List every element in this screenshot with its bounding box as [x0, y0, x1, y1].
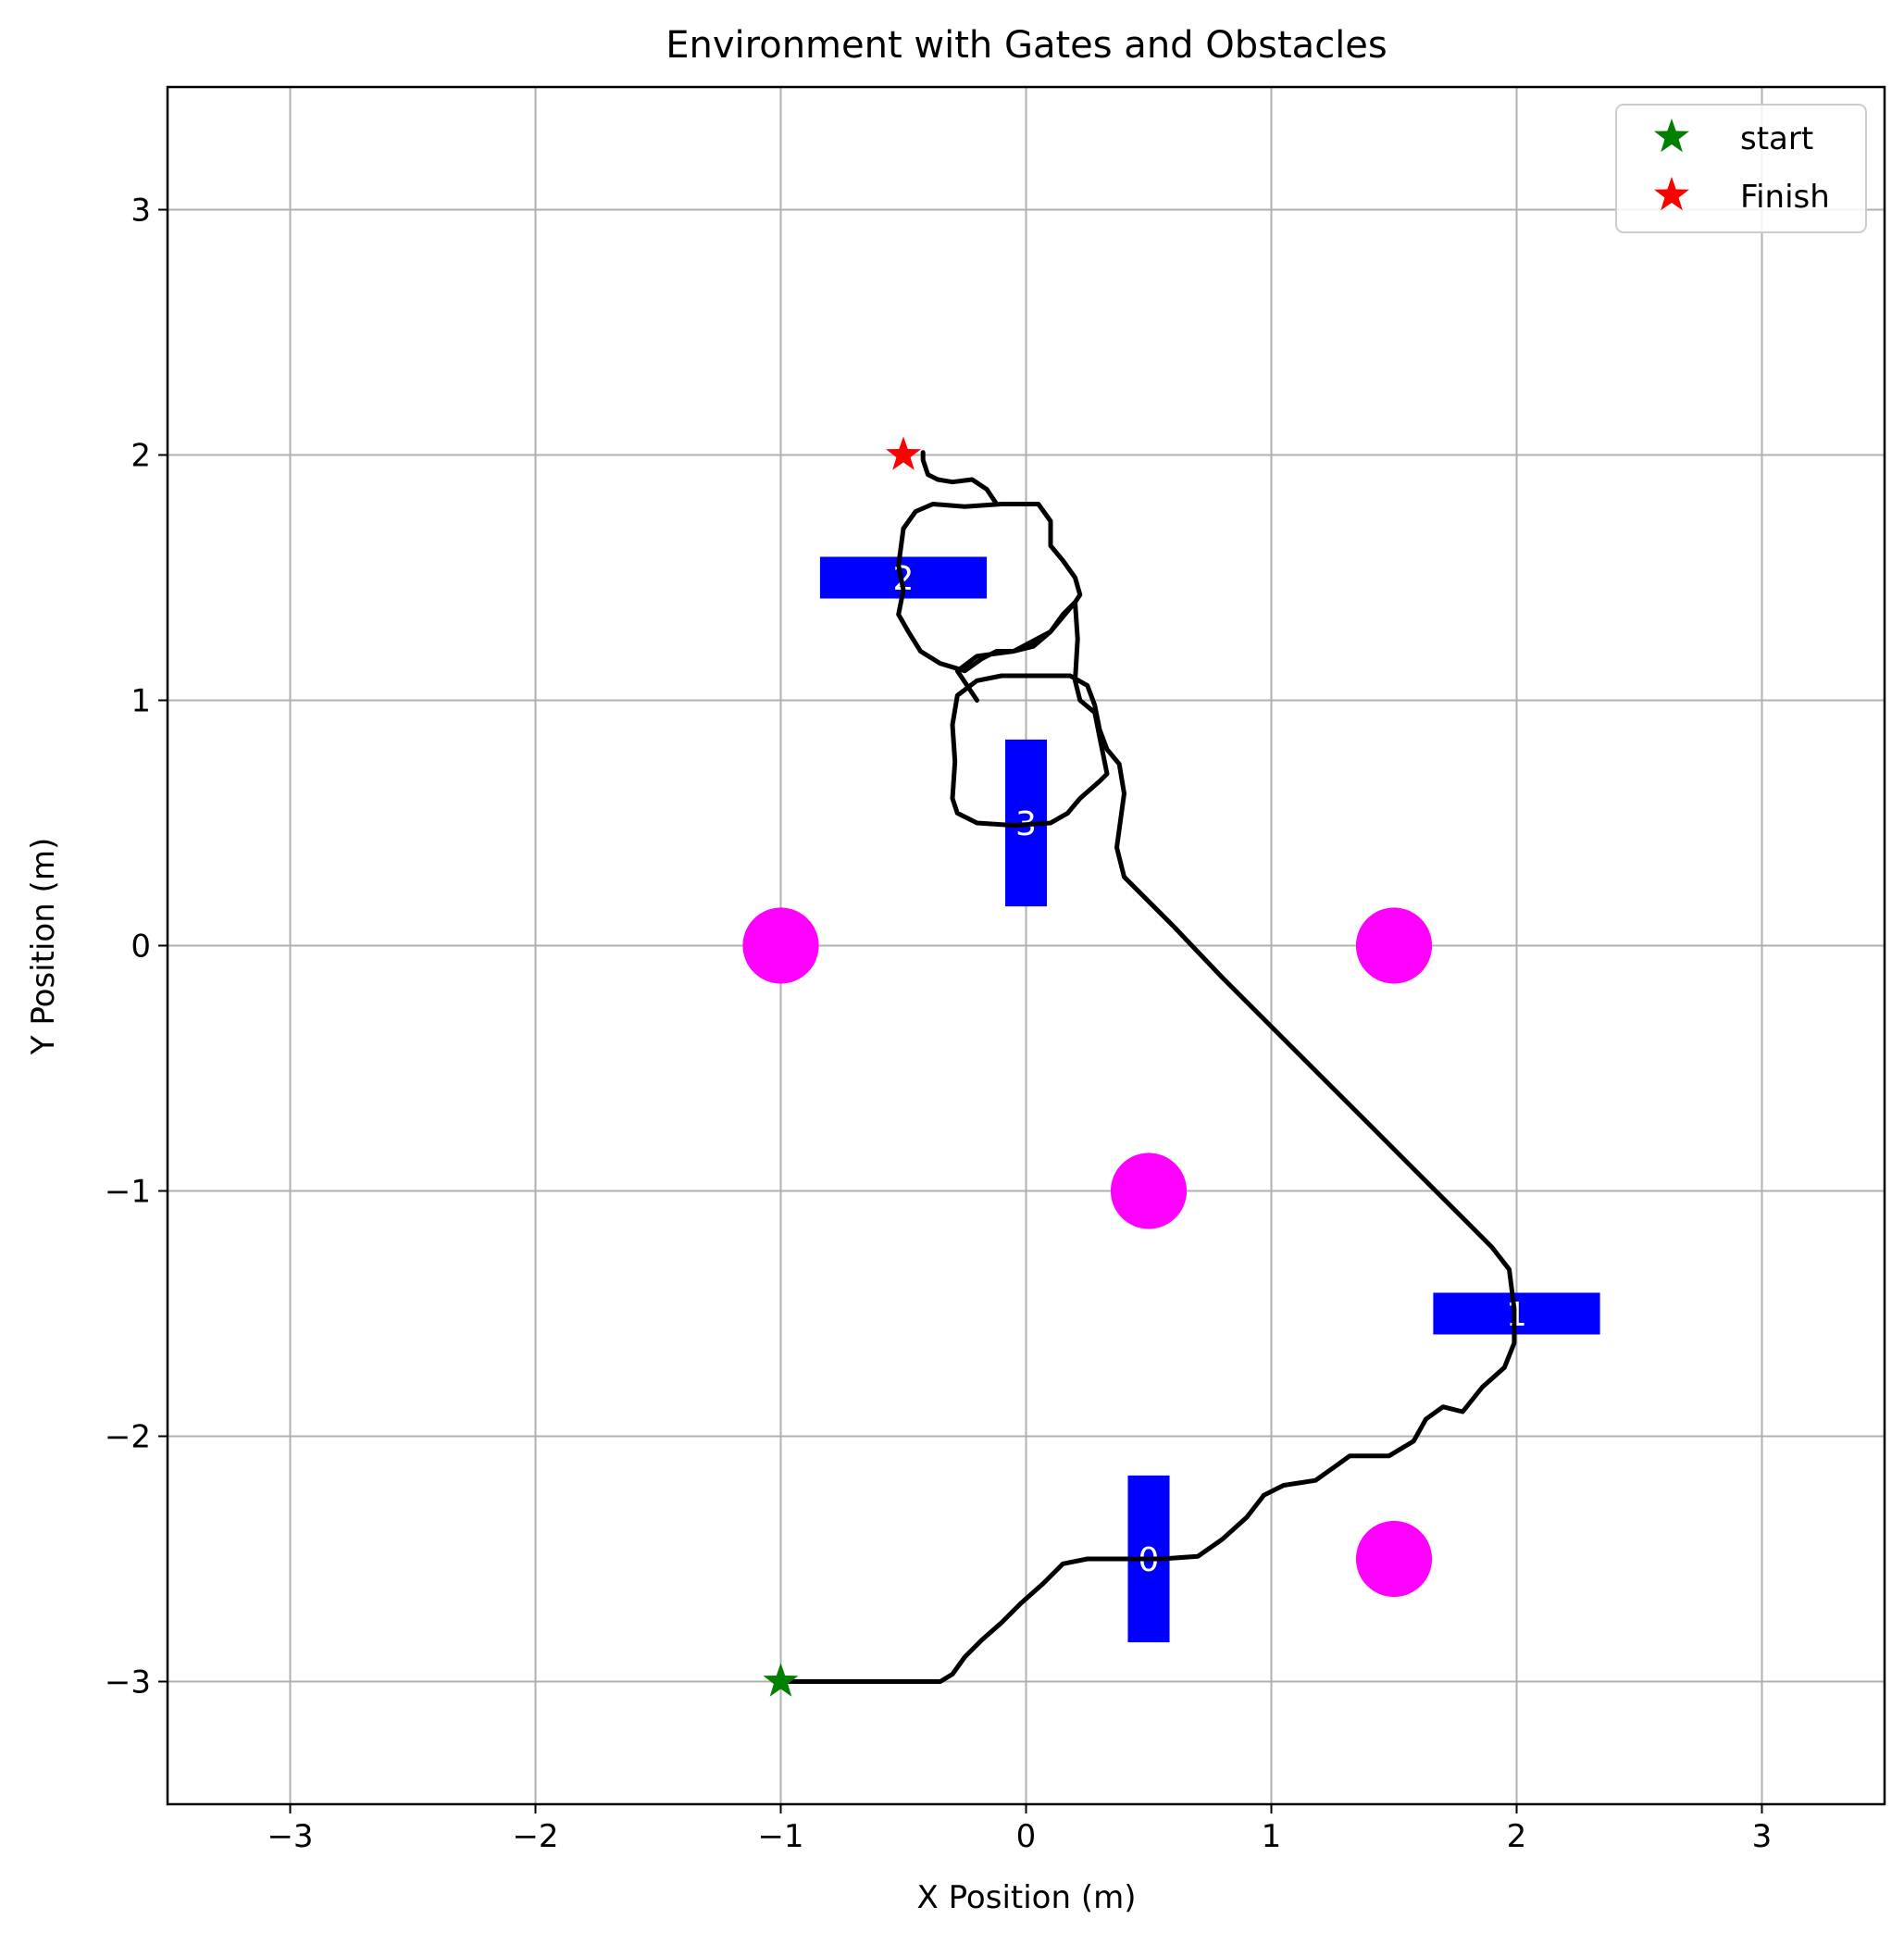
x-tick-label: −1: [757, 1818, 803, 1855]
legend-label: Finish: [1740, 179, 1830, 216]
obstacles: [742, 907, 1433, 1598]
y-axis-label: Y Position (m): [25, 838, 62, 1055]
chart-title: Environment with Gates and Obstacles: [666, 24, 1388, 67]
x-tick-label: −2: [512, 1818, 558, 1855]
y-tick-label: 3: [131, 193, 151, 230]
y-tick-label: −3: [105, 1664, 151, 1701]
start-marker: [763, 1663, 799, 1697]
x-tick-label: 1: [1262, 1818, 1282, 1855]
x-tick-label: 3: [1752, 1818, 1773, 1855]
obstacle: [1110, 1153, 1188, 1229]
x-tick-label: 2: [1507, 1818, 1527, 1855]
x-tick-label: 0: [1016, 1818, 1037, 1855]
start-finish-markers: [763, 436, 921, 1697]
obstacle: [1355, 1520, 1433, 1598]
x-axis-label: X Position (m): [917, 1879, 1137, 1916]
trajectory-line-segment: [920, 450, 1000, 506]
trajectory: [778, 450, 1517, 1684]
trajectory-line: [778, 502, 1517, 1684]
legend-label: start: [1740, 120, 1813, 157]
legend-marker: [1654, 177, 1689, 211]
y-tick-label: 1: [131, 683, 151, 720]
finish-marker: [886, 436, 921, 470]
legend-marker: [1654, 118, 1689, 153]
y-tick-label: −1: [105, 1174, 151, 1211]
gate-label: 1: [1506, 1296, 1527, 1334]
obstacle: [1355, 907, 1433, 984]
y-tick-label: −2: [105, 1419, 151, 1456]
gate: [1433, 1292, 1600, 1335]
axis-ticks: −3 −2 −1 0 1 2 3 −3 −2 −1 0 1 2 3: [105, 193, 1772, 1856]
grid: [168, 87, 1885, 1804]
y-tick-label: 0: [131, 928, 151, 966]
obstacle: [742, 907, 819, 984]
legend: start Finish: [1615, 104, 1867, 233]
x-tick-label: −3: [267, 1818, 313, 1855]
y-tick-label: 2: [131, 438, 151, 475]
